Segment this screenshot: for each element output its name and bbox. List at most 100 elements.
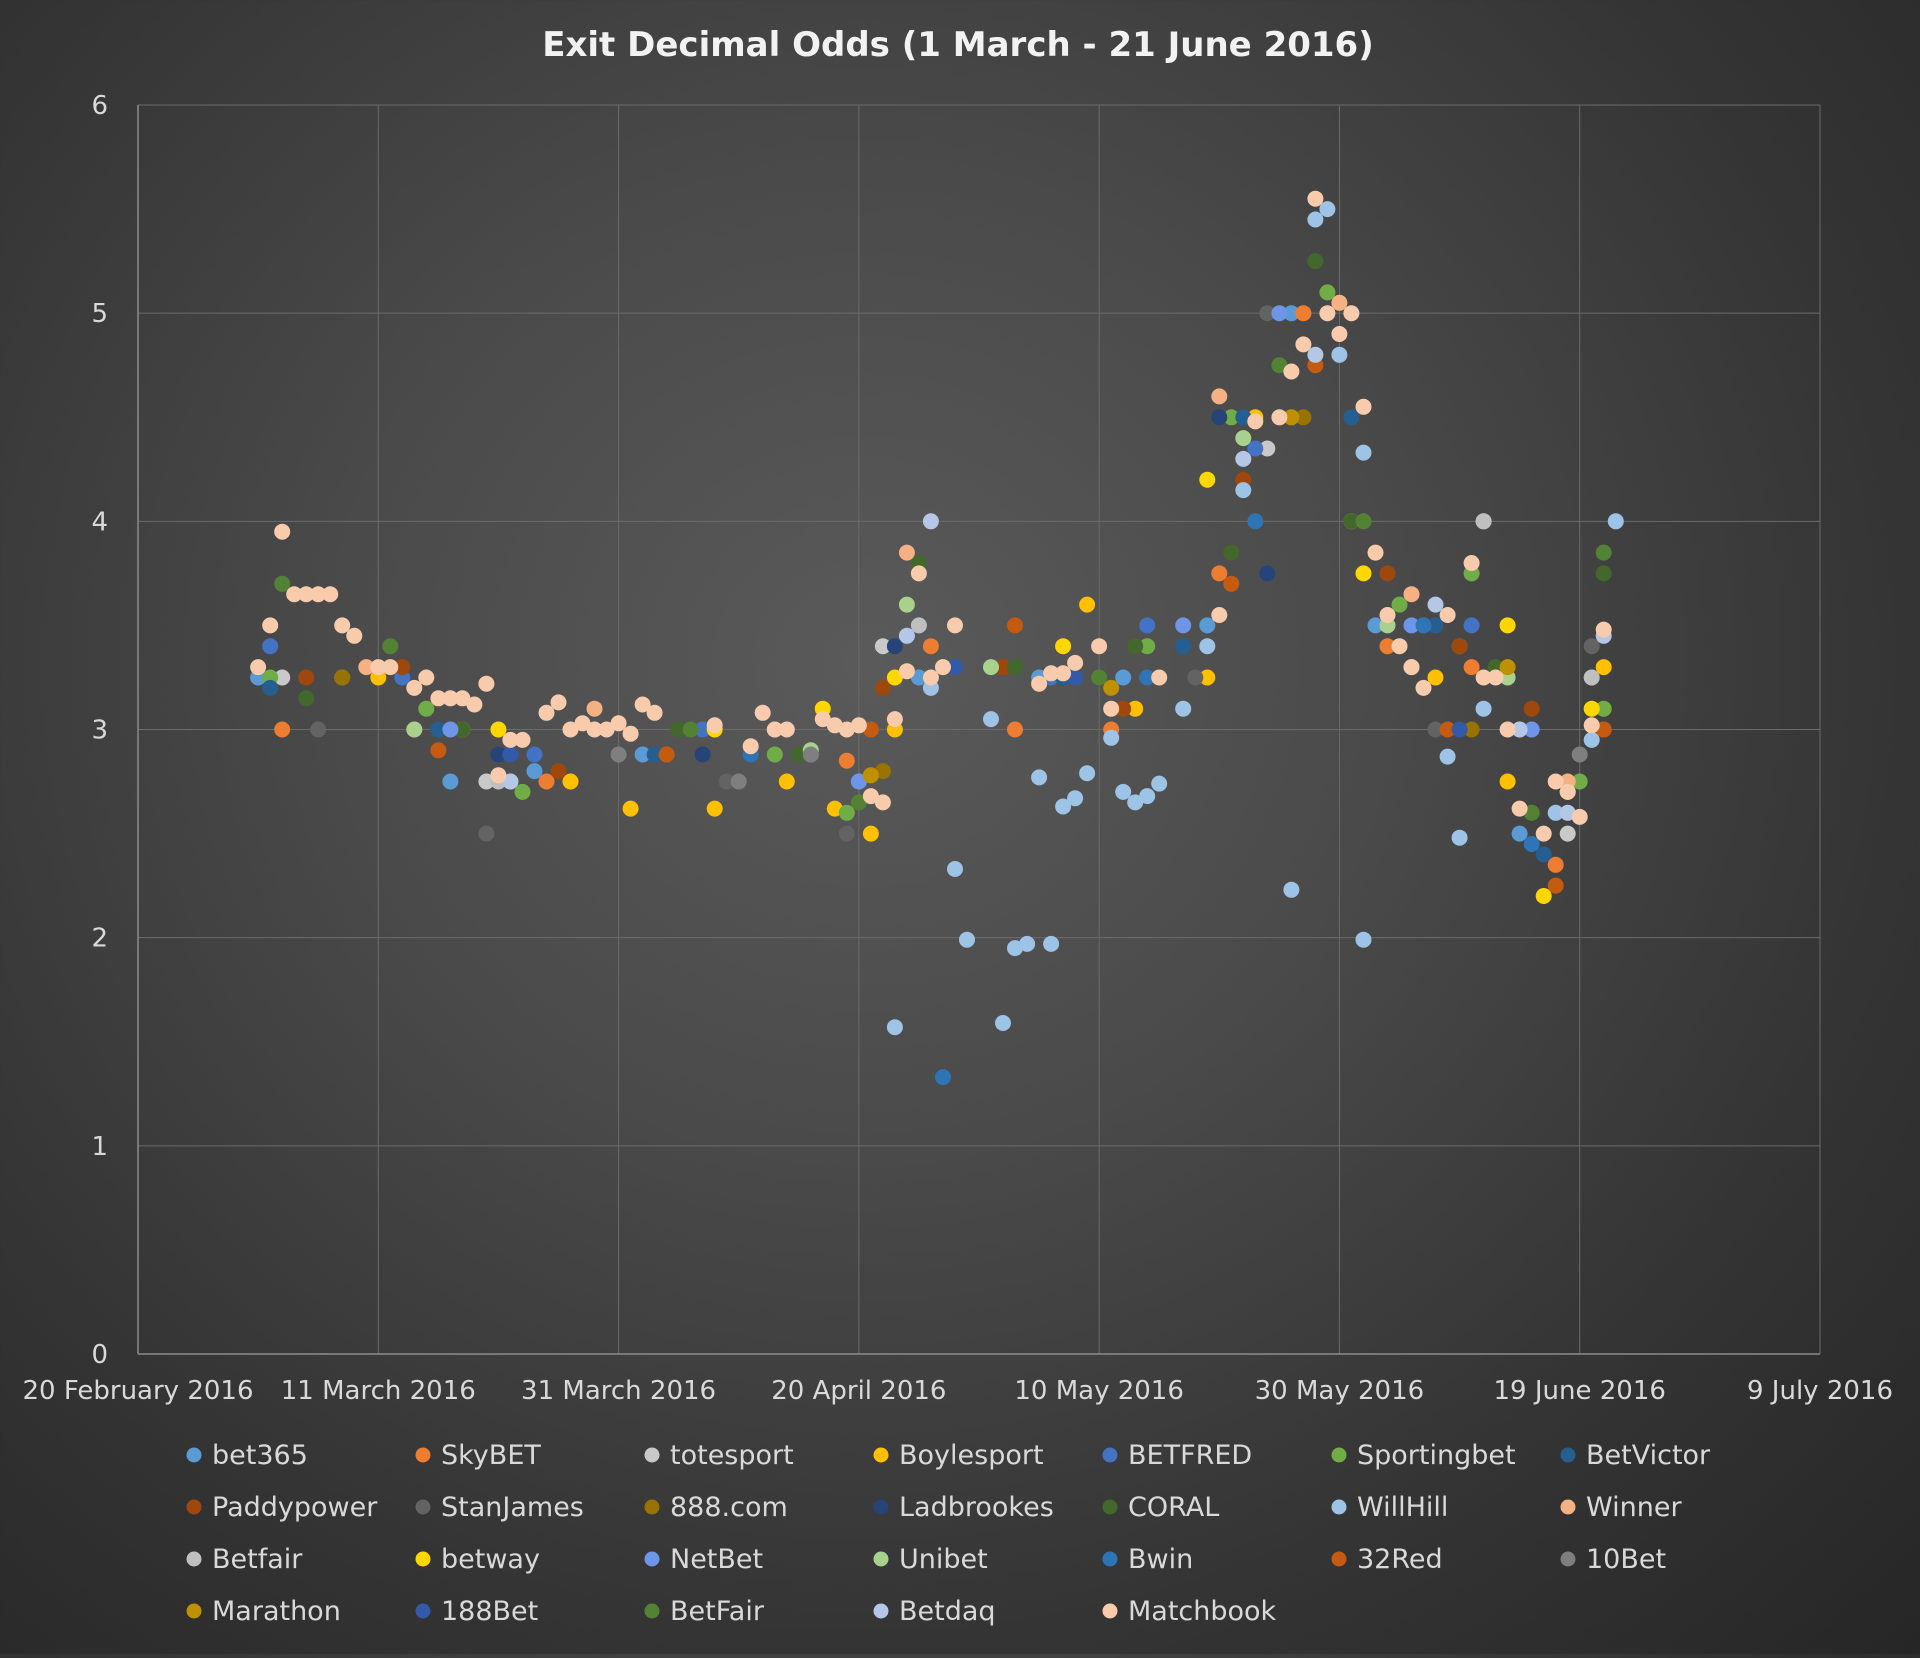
legend-marker <box>1102 1551 1118 1567</box>
data-point <box>1499 659 1516 676</box>
x-tick-label: 30 May 2016 <box>1255 1376 1425 1406</box>
data-point <box>1379 607 1396 623</box>
data-point <box>1319 201 1336 218</box>
data-point <box>430 742 447 759</box>
data-point <box>1391 596 1408 613</box>
data-point <box>886 1019 903 1036</box>
data-point <box>262 638 279 655</box>
legend-label: WillHill <box>1357 1492 1448 1523</box>
legend-label: SkyBET <box>441 1440 541 1471</box>
data-point <box>1607 513 1624 530</box>
data-point <box>898 544 915 561</box>
data-point <box>1139 669 1156 686</box>
data-point <box>1355 444 1372 461</box>
data-point <box>1199 638 1216 655</box>
data-point <box>586 721 603 738</box>
data-point <box>358 659 375 676</box>
legend-label: 188Bet <box>441 1596 538 1627</box>
data-point <box>1487 669 1504 686</box>
x-tick-label: 9 July 2016 <box>1747 1376 1893 1406</box>
data-point <box>1439 748 1456 765</box>
data-point <box>1103 700 1120 717</box>
data-point <box>1235 409 1252 426</box>
data-point <box>1427 596 1444 613</box>
data-point <box>1571 746 1588 763</box>
data-point <box>850 717 867 734</box>
data-point <box>1115 669 1132 686</box>
data-point <box>1247 440 1264 457</box>
data-point <box>910 669 927 686</box>
data-points <box>250 190 1624 1086</box>
x-tick-label: 19 June 2016 <box>1494 1376 1666 1406</box>
data-point <box>454 721 471 738</box>
data-point <box>838 752 855 769</box>
legend: bet365 SkyBET totesport Boylesport BETFRED Sp… <box>186 1440 1711 1627</box>
legend-marker <box>873 1603 889 1619</box>
data-point <box>1031 675 1048 692</box>
data-point <box>1211 388 1228 405</box>
legend-marker <box>1102 1499 1118 1515</box>
data-point <box>1547 856 1564 873</box>
data-point <box>646 704 663 721</box>
y-tick-label: 4 <box>91 507 108 537</box>
legend-marker <box>1560 1551 1576 1567</box>
legend-marker <box>1560 1447 1576 1463</box>
data-point <box>1475 700 1492 717</box>
legend-item: CORAL <box>1102 1492 1219 1523</box>
data-point <box>694 721 711 738</box>
legend-label: Sportingbet <box>1357 1440 1516 1471</box>
legend-label: Matchbook <box>1128 1596 1277 1627</box>
series-netbet <box>442 305 1540 790</box>
data-point <box>1127 700 1144 717</box>
legend-label: Betfair <box>212 1544 303 1575</box>
data-point <box>862 825 879 842</box>
data-point <box>1271 305 1288 322</box>
data-point <box>1355 513 1372 530</box>
legend-item: betway <box>415 1544 540 1575</box>
data-point <box>1511 825 1528 842</box>
data-point <box>274 669 291 686</box>
series-stanjames <box>310 305 1600 842</box>
legend-label: Unibet <box>899 1544 988 1575</box>
data-point <box>862 788 879 805</box>
legend-item: 32Red <box>1331 1544 1443 1575</box>
data-point <box>382 659 399 676</box>
legend-label: betway <box>441 1544 540 1575</box>
legend-item: Sportingbet <box>1331 1440 1516 1471</box>
data-point <box>706 717 723 734</box>
data-point <box>1535 888 1552 904</box>
data-point <box>1103 729 1120 746</box>
data-point <box>1499 617 1516 634</box>
data-point <box>1475 513 1492 530</box>
legend-item: Marathon <box>186 1596 341 1627</box>
data-point <box>634 696 651 713</box>
data-point <box>346 627 363 644</box>
data-point <box>910 565 927 582</box>
data-point <box>1427 669 1444 686</box>
series-matchbook <box>250 190 1612 842</box>
series-marathon <box>862 409 1516 784</box>
legend-label: BETFRED <box>1128 1440 1252 1471</box>
legend-item: Betfair <box>186 1544 303 1575</box>
data-point <box>1283 305 1300 322</box>
data-point <box>406 679 423 696</box>
data-point <box>1295 336 1312 353</box>
data-point <box>1355 398 1372 415</box>
data-point <box>874 763 891 780</box>
legend-marker <box>415 1603 431 1619</box>
legend-marker <box>644 1447 660 1463</box>
legend-marker <box>415 1551 431 1567</box>
data-point <box>1559 825 1576 842</box>
data-point <box>1175 700 1192 717</box>
data-point <box>1283 409 1300 426</box>
legend-item: 188Bet <box>415 1596 538 1627</box>
data-point <box>1379 638 1396 655</box>
data-point <box>1319 284 1336 301</box>
data-point <box>1043 665 1060 682</box>
y-tick-label: 2 <box>91 924 108 954</box>
data-point <box>1271 409 1288 426</box>
legend-label: 888.com <box>670 1492 788 1523</box>
data-point <box>995 659 1011 676</box>
data-point <box>538 704 555 721</box>
series-betfred <box>262 440 1480 763</box>
